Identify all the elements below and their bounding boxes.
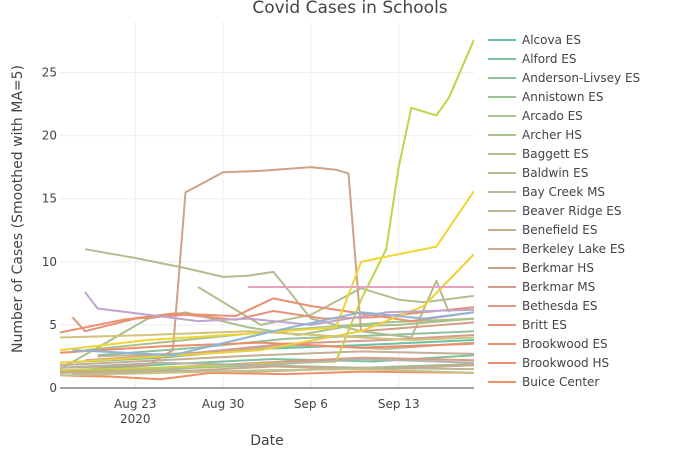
legend-item[interactable]: Archer HS [488, 128, 582, 142]
legend-label: Alcova ES [522, 33, 581, 47]
chart-title: Covid Cases in Schools [252, 0, 447, 18]
legend-item[interactable]: Bay Creek MS [488, 185, 605, 199]
series-line[interactable] [60, 368, 474, 377]
series-line[interactable] [60, 190, 474, 352]
grid [60, 22, 474, 389]
legend-item[interactable]: Bethesda ES [488, 299, 598, 313]
legend-label: Anderson-Livsey ES [522, 71, 640, 85]
legend-label: Benefield ES [522, 223, 598, 237]
legend-item[interactable]: Benefield ES [488, 223, 598, 237]
legend-label: Buice Center [522, 375, 599, 389]
legend-label: Bay Creek MS [522, 185, 605, 199]
x-tick-label: Sep 13 [378, 397, 420, 411]
legend-label: Archer HS [522, 128, 582, 142]
y-axis: 0 5 10 15 20 25 [42, 65, 57, 395]
series-line[interactable] [60, 370, 474, 381]
y-tick-label: 10 [42, 255, 57, 269]
x-tick-label: Aug 23 [114, 397, 157, 411]
legend-label: Berkmar MS [522, 280, 595, 294]
series-line[interactable] [60, 341, 474, 354]
plot-area [60, 39, 475, 381]
series-line[interactable] [60, 358, 474, 369]
x-tick-year-label: 2020 [120, 412, 151, 426]
legend-label: Brookwood HS [522, 356, 609, 370]
x-tick-label: Aug 30 [202, 397, 245, 411]
legend-item[interactable]: Annistown ES [488, 90, 604, 104]
series-line[interactable] [60, 311, 474, 370]
legend-label: Britt ES [522, 318, 567, 332]
legend-item[interactable]: Baldwin ES [488, 166, 588, 180]
legend-label: Beaver Ridge ES [522, 204, 622, 218]
legend-item[interactable]: Buice Center [488, 375, 599, 389]
legend-label: Brookwood ES [522, 337, 608, 351]
series-line[interactable] [197, 286, 474, 326]
series-line[interactable] [71, 306, 475, 333]
series-line[interactable] [72, 311, 475, 357]
legend-item[interactable]: Berkeley Lake ES [488, 242, 625, 256]
legend-label: Baggett ES [522, 147, 589, 161]
x-axis-title: Date [250, 433, 283, 449]
y-tick-label: 0 [49, 381, 57, 395]
y-tick-label: 25 [42, 65, 57, 79]
y-tick-label: 5 [49, 318, 57, 332]
legend[interactable]: Alcova ES Alford ES Anderson-Livsey ES Anni… [488, 33, 640, 389]
legend-item[interactable]: Beaver Ridge ES [488, 204, 622, 218]
series-line[interactable] [60, 253, 474, 364]
x-tick-label: Sep 6 [294, 397, 328, 411]
legend-item[interactable]: Baggett ES [488, 147, 589, 161]
legend-item[interactable]: Arcado ES [488, 109, 583, 123]
legend-label: Berkmar HS [522, 261, 594, 275]
legend-item[interactable]: Brookwood HS [488, 356, 609, 370]
series-line[interactable] [97, 330, 474, 357]
legend-item[interactable]: Anderson-Livsey ES [488, 71, 640, 85]
legend-label: Berkeley Lake ES [522, 242, 625, 256]
legend-label: Bethesda ES [522, 299, 598, 313]
series-line[interactable] [60, 330, 474, 341]
legend-item[interactable]: Berkmar HS [488, 261, 594, 275]
legend-item[interactable]: Alcova ES [488, 33, 581, 47]
legend-label: Baldwin ES [522, 166, 588, 180]
y-tick-label: 15 [42, 192, 57, 206]
legend-label: Annistown ES [522, 90, 604, 104]
series-line[interactable] [60, 350, 474, 367]
legend-label: Alford ES [522, 52, 576, 66]
legend-label: Arcado ES [522, 109, 583, 123]
legend-item[interactable]: Britt ES [488, 318, 567, 332]
series-line[interactable] [60, 166, 474, 369]
y-axis-title: Number of Cases (Smoothed with MA=5) [10, 65, 26, 353]
legend-item[interactable]: Berkmar MS [488, 280, 595, 294]
legend-item[interactable]: Brookwood ES [488, 337, 608, 351]
legend-item[interactable]: Alford ES [488, 52, 576, 66]
y-tick-label: 20 [42, 129, 57, 143]
